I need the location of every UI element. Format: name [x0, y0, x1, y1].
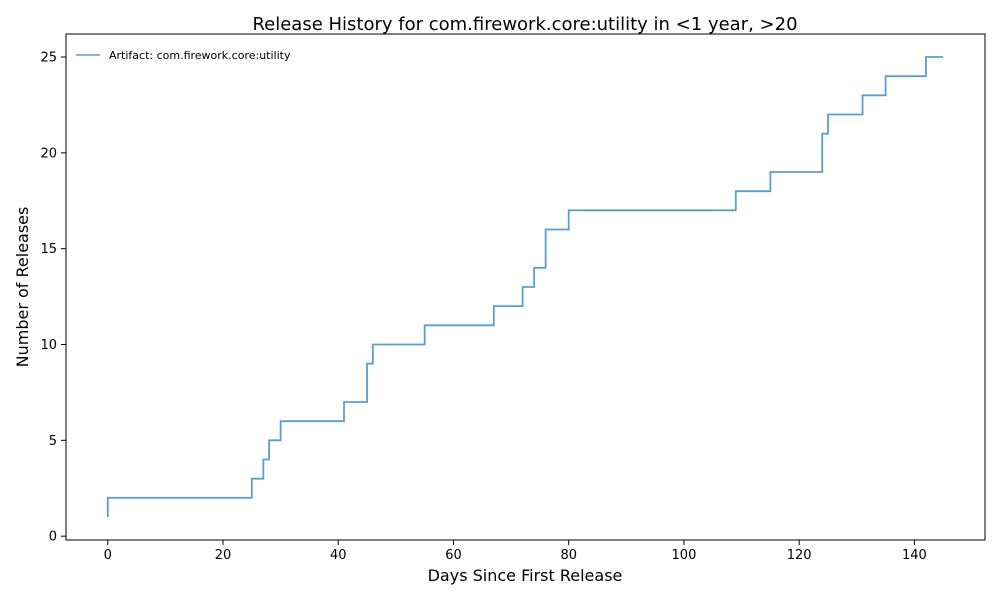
y-tick-label: 20 [40, 146, 57, 161]
legend-label: Artifact: com.firework.core:utility [109, 49, 291, 62]
x-tick-label: 40 [330, 548, 347, 563]
x-tick-label: 20 [215, 548, 232, 563]
y-tick-label: 10 [40, 338, 57, 353]
y-tick-label: 0 [49, 530, 57, 545]
x-tick-label: 140 [902, 548, 927, 563]
y-axis-label: Number of Releases [13, 207, 32, 368]
x-axis-ticks: 0 20 40 60 80 100 120 140 [104, 540, 927, 563]
x-axis-label: Days Since First Release [428, 566, 623, 585]
y-tick-label: 15 [40, 242, 57, 257]
legend: Artifact: com.firework.core:utility [76, 49, 291, 62]
chart-title: Release History for com.firework.core:ut… [252, 14, 797, 35]
series-step-line [106, 56, 944, 517]
plot-area [65, 33, 986, 541]
x-tick-label: 60 [445, 548, 462, 563]
x-tick-label: 80 [560, 548, 577, 563]
y-tick-label: 5 [49, 434, 57, 449]
x-tick-label: 0 [104, 548, 112, 563]
series-layer [106, 56, 944, 517]
x-tick-label: 100 [672, 548, 697, 563]
plot-frame [65, 33, 986, 541]
y-axis-ticks: 0 5 10 15 20 25 [40, 51, 66, 545]
y-tick-label: 25 [40, 51, 57, 66]
x-tick-label: 120 [787, 548, 812, 563]
